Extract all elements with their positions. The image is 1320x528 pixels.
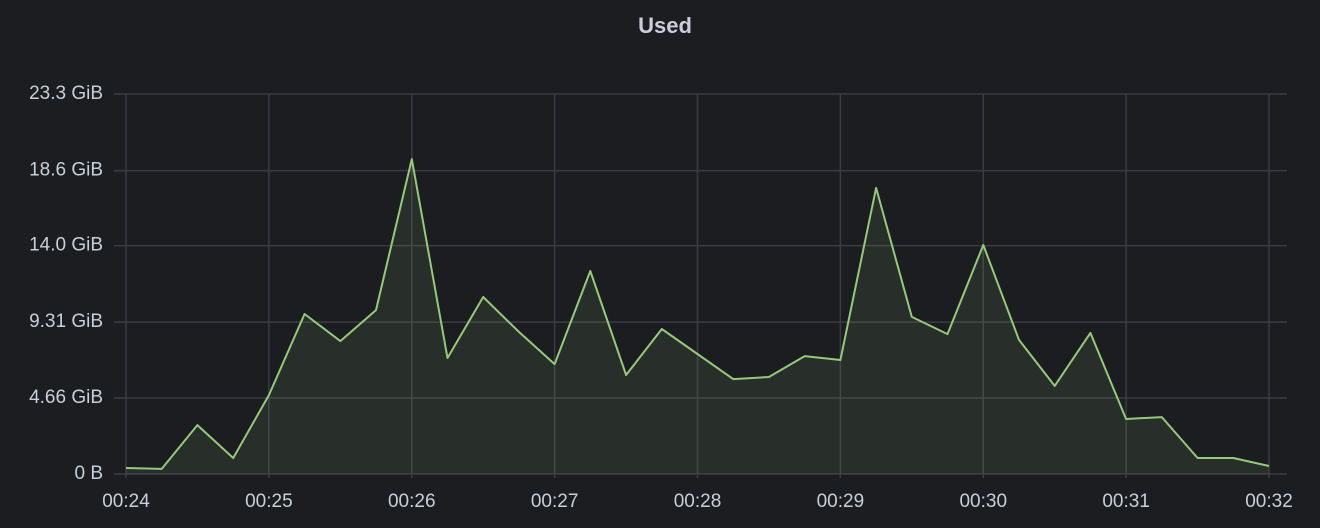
x-tick-label: 00:28	[674, 491, 722, 512]
x-tick-label: 00:30	[959, 491, 1007, 512]
y-tick-label: 23.3 GiB	[29, 83, 103, 104]
x-tick-label: 00:25	[245, 491, 293, 512]
area-fill	[126, 159, 1269, 474]
x-tick-label: 00:26	[388, 491, 436, 512]
chart-title: Used	[638, 13, 692, 38]
y-tick-label: 14.0 GiB	[29, 235, 103, 256]
y-tick-label: 9.31 GiB	[29, 311, 103, 332]
x-tick-label: 00:24	[102, 491, 150, 512]
series-line	[125, 158, 1270, 470]
y-tick-label: 4.66 GiB	[29, 387, 103, 408]
y-tick-label: 18.6 GiB	[29, 160, 103, 181]
x-tick-label: 00:27	[531, 491, 579, 512]
x-tick-label: 00:31	[1102, 491, 1150, 512]
x-tick-label: 00:29	[817, 491, 865, 512]
y-tick-label: 0 B	[74, 463, 103, 484]
x-tick-label: 00:32	[1245, 491, 1293, 512]
